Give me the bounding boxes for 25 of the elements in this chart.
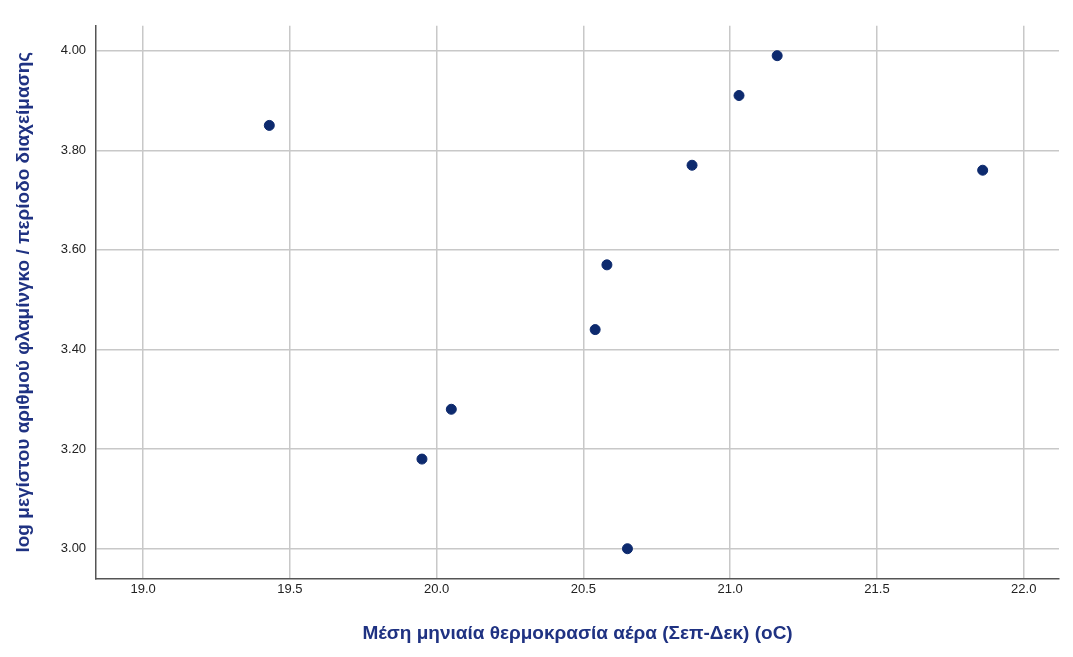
x-tick-label: 20.5 <box>570 580 597 596</box>
point <box>416 453 428 465</box>
y-tick-label: 3.20 <box>60 440 87 456</box>
x-tick-label: 22.0 <box>1011 580 1037 596</box>
x-tick-label: 19.0 <box>130 580 156 596</box>
point <box>621 543 633 555</box>
y-tick-label: 3.40 <box>60 341 87 357</box>
y-tick-label: 3.60 <box>60 241 87 257</box>
point <box>733 90 745 102</box>
y-tick-label: 3.00 <box>60 540 87 556</box>
point <box>589 324 601 336</box>
point <box>771 50 783 62</box>
y-tick-label: 4.00 <box>60 42 87 58</box>
x-tick-label: 21.0 <box>717 580 743 596</box>
y-tick-label: 3.80 <box>60 141 87 157</box>
x-tick-label: 20.0 <box>423 580 450 596</box>
y-axis-title: log μεγίστου αριθμού φλαμίνγκο / περίοδο διαχείμασης <box>11 51 33 553</box>
point <box>263 119 275 131</box>
point <box>977 164 989 176</box>
x-tick-label: 21.5 <box>864 580 890 596</box>
x-axis-title: Μέση μηνιαία θερμοκρασία αέρα (Σεπ-Δεκ) (oC) <box>362 621 793 643</box>
point <box>686 159 698 171</box>
x-tick-label: 19.5 <box>277 580 303 596</box>
point <box>445 403 457 415</box>
point <box>601 259 613 271</box>
